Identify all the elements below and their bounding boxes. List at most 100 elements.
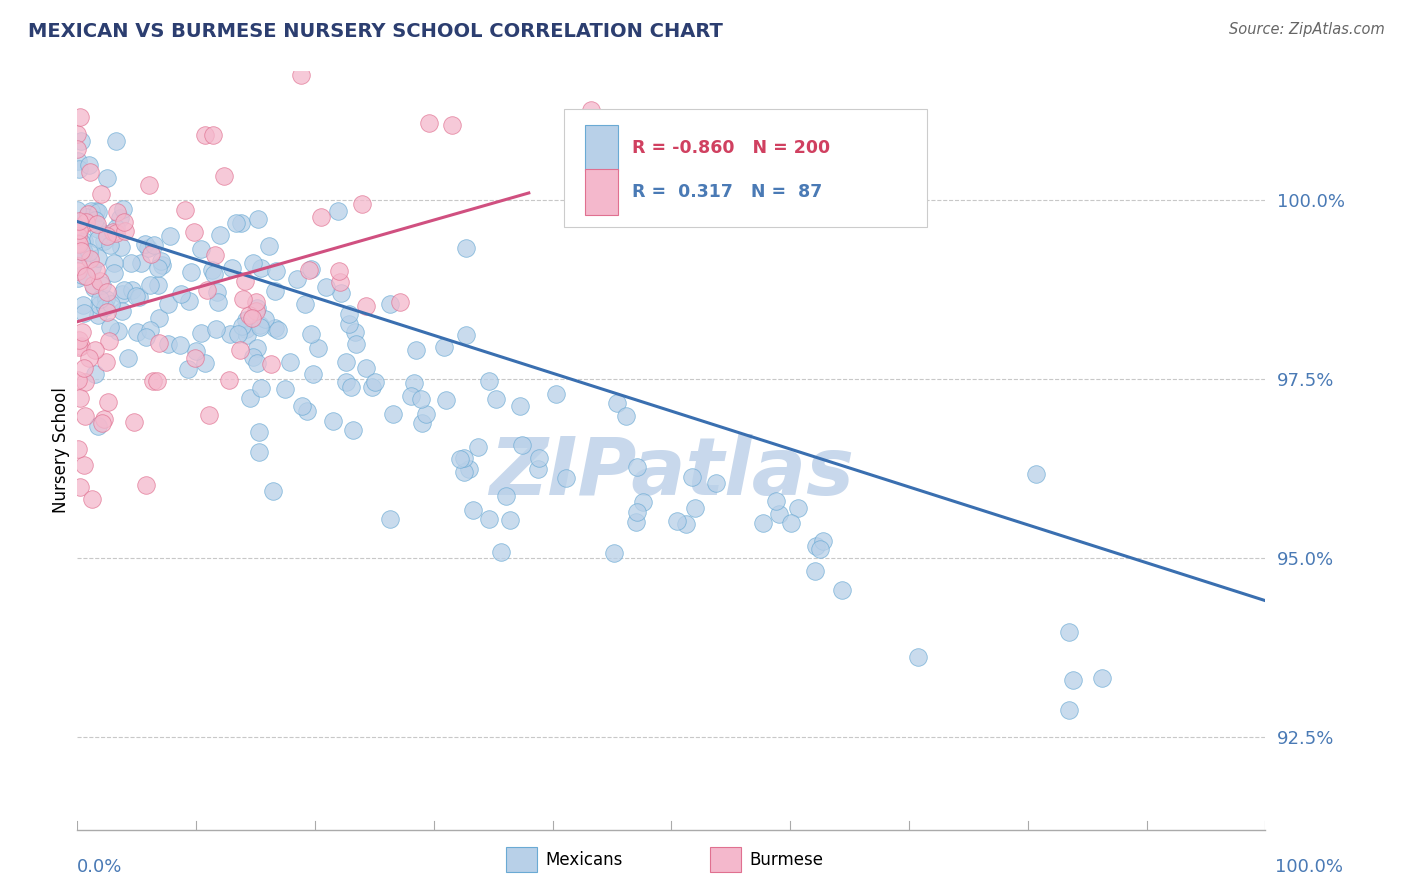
Point (527, 462, 550, 476)
Point (361, 380, 384, 394)
Point (233, 274, 256, 288)
Point (328, 264, 350, 278)
Point (98, 334, 121, 349)
Point (294, 297, 316, 311)
Y-axis label: Nursery School: Nursery School (52, 387, 70, 514)
Point (83, 281, 105, 295)
Point (478, 374, 501, 388)
Point (89, 298, 111, 312)
Point (434, 392, 457, 407)
Point (197, 283, 219, 297)
Text: Source: ZipAtlas.com: Source: ZipAtlas.com (1229, 22, 1385, 37)
Point (101, 225, 124, 239)
Point (204, 248, 226, 262)
Point (87, 251, 110, 265)
Point (378, 512, 401, 526)
Point (290, 50, 312, 64)
Text: Burmese: Burmese (749, 851, 824, 869)
Point (72, 298, 94, 312)
Point (150, 258, 173, 272)
Point (207, 285, 229, 299)
Point (229, 216, 252, 230)
FancyBboxPatch shape (585, 126, 617, 171)
Point (67, 228, 90, 243)
Point (329, 275, 352, 289)
Point (134, 237, 156, 252)
Point (285, 271, 308, 285)
Point (257, 238, 280, 252)
Point (84, 212, 107, 227)
Point (67, 264, 90, 278)
Point (125, 289, 148, 303)
Point (80, 492, 103, 507)
Point (129, 256, 152, 270)
Point (169, 287, 191, 301)
Point (103, 256, 125, 270)
Point (67, 247, 90, 261)
Point (315, 280, 337, 294)
Point (122, 415, 145, 429)
Point (194, 355, 217, 369)
Point (278, 354, 301, 368)
Point (157, 336, 180, 351)
Text: R = -0.860   N = 200: R = -0.860 N = 200 (633, 139, 831, 157)
Point (112, 283, 135, 297)
Point (73, 458, 96, 472)
Point (409, 392, 432, 407)
Point (139, 277, 162, 292)
Point (70, 235, 93, 249)
Point (780, 516, 803, 531)
Point (146, 260, 169, 275)
Point (555, 471, 578, 485)
Point (356, 360, 378, 375)
Text: ZIPatlas: ZIPatlas (489, 434, 853, 512)
Point (1057, 624, 1080, 639)
Point (499, 513, 522, 527)
Point (245, 304, 267, 318)
Point (193, 128, 215, 142)
Point (110, 240, 132, 254)
Point (266, 264, 288, 278)
Point (201, 128, 224, 142)
Point (105, 221, 128, 235)
Point (307, 342, 329, 356)
Point (626, 460, 648, 475)
Point (86, 308, 108, 322)
Point (246, 341, 269, 355)
Point (354, 299, 377, 313)
Point (94, 292, 117, 306)
Point (831, 582, 853, 597)
Point (235, 313, 257, 327)
Point (453, 451, 475, 466)
Point (108, 211, 131, 226)
Point (77, 351, 100, 365)
Point (232, 292, 254, 306)
Point (96, 227, 118, 241)
Point (267, 323, 290, 337)
Point (330, 286, 353, 301)
Point (242, 350, 264, 364)
Point (247, 212, 270, 227)
Point (89, 274, 111, 288)
Point (117, 351, 139, 365)
Point (128, 290, 150, 304)
Point (67, 340, 90, 354)
Point (190, 242, 212, 256)
Point (75, 268, 97, 283)
Point (136, 242, 159, 256)
Point (87, 205, 110, 219)
Point (411, 416, 433, 430)
Point (344, 336, 367, 351)
Point (86, 217, 108, 231)
Point (231, 319, 253, 334)
Point (675, 516, 697, 531)
Point (67, 236, 90, 251)
Point (247, 445, 270, 459)
Point (67, 162, 90, 177)
Point (73, 306, 96, 320)
Point (388, 294, 411, 309)
Point (80, 203, 103, 218)
Point (89, 292, 111, 306)
Point (111, 286, 134, 301)
Point (169, 338, 191, 352)
